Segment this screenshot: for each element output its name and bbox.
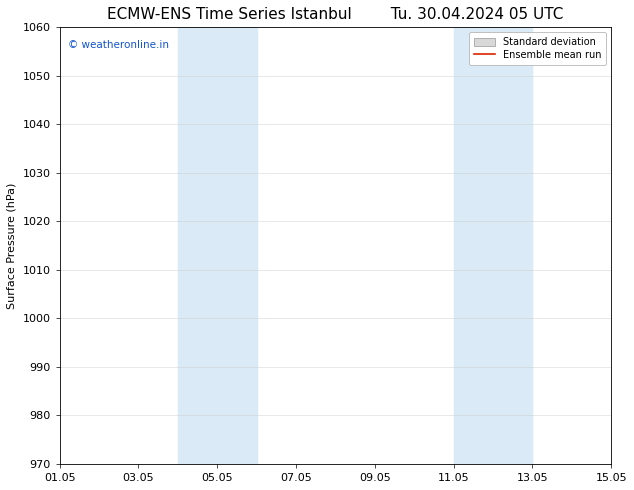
- Title: ECMW-ENS Time Series Istanbul        Tu. 30.04.2024 05 UTC: ECMW-ENS Time Series Istanbul Tu. 30.04.…: [107, 7, 564, 22]
- Bar: [454, 27, 493, 464]
- Bar: [217, 27, 257, 464]
- Text: © weatheronline.in: © weatheronline.in: [68, 40, 169, 50]
- Bar: [493, 27, 533, 464]
- Legend: Standard deviation, Ensemble mean run: Standard deviation, Ensemble mean run: [469, 32, 606, 65]
- Y-axis label: Surface Pressure (hPa): Surface Pressure (hPa): [7, 182, 17, 309]
- Bar: [178, 27, 217, 464]
